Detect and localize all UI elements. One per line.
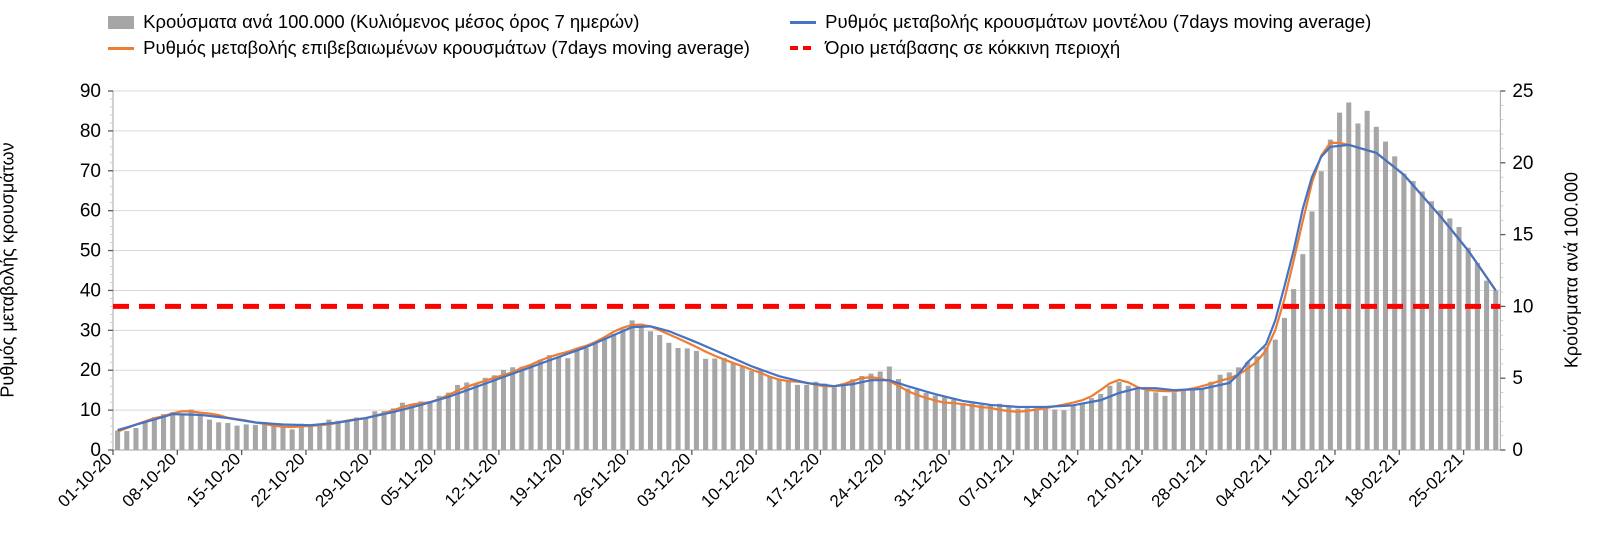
svg-text:20: 20 (80, 360, 101, 381)
svg-text:19-11-20: 19-11-20 (505, 449, 566, 510)
svg-text:14-01-21: 14-01-21 (1019, 449, 1081, 511)
svg-text:10: 10 (1512, 296, 1533, 317)
svg-text:40: 40 (80, 280, 101, 301)
svg-text:15-10-20: 15-10-20 (183, 449, 245, 511)
svg-text:30: 30 (80, 320, 101, 341)
svg-text:24-12-20: 24-12-20 (826, 449, 888, 511)
svg-text:17-12-20: 17-12-20 (762, 449, 824, 511)
svg-text:70: 70 (80, 161, 101, 182)
svg-text:28-01-21: 28-01-21 (1148, 449, 1210, 511)
svg-text:11-02-21: 11-02-21 (1277, 449, 1338, 510)
svg-text:25: 25 (1512, 81, 1533, 102)
svg-text:90: 90 (80, 81, 101, 102)
svg-text:20: 20 (1512, 153, 1533, 174)
svg-text:21-01-21: 21-01-21 (1083, 449, 1145, 511)
svg-text:05-11-20: 05-11-20 (377, 449, 438, 510)
svg-text:29-10-20: 29-10-20 (312, 449, 374, 511)
svg-text:08-10-20: 08-10-20 (119, 449, 181, 511)
svg-text:10-12-20: 10-12-20 (697, 449, 759, 511)
svg-text:0: 0 (1512, 440, 1523, 461)
svg-text:80: 80 (80, 121, 101, 142)
svg-text:03-12-20: 03-12-20 (633, 449, 695, 511)
svg-text:15: 15 (1512, 225, 1533, 246)
svg-text:10: 10 (80, 400, 101, 421)
svg-text:5: 5 (1512, 368, 1523, 389)
svg-text:07-01-21: 07-01-21 (955, 449, 1017, 511)
svg-text:60: 60 (80, 201, 101, 222)
svg-text:50: 50 (80, 241, 101, 262)
svg-text:12-11-20: 12-11-20 (441, 449, 502, 510)
svg-text:25-02-21: 25-02-21 (1405, 449, 1467, 511)
svg-text:26-11-20: 26-11-20 (570, 449, 631, 510)
svg-text:01-10-20: 01-10-20 (54, 449, 116, 511)
svg-text:18-02-21: 18-02-21 (1341, 449, 1403, 511)
svg-text:04-02-21: 04-02-21 (1212, 449, 1274, 511)
svg-text:31-12-20: 31-12-20 (890, 449, 952, 511)
svg-text:22-10-20: 22-10-20 (247, 449, 309, 511)
